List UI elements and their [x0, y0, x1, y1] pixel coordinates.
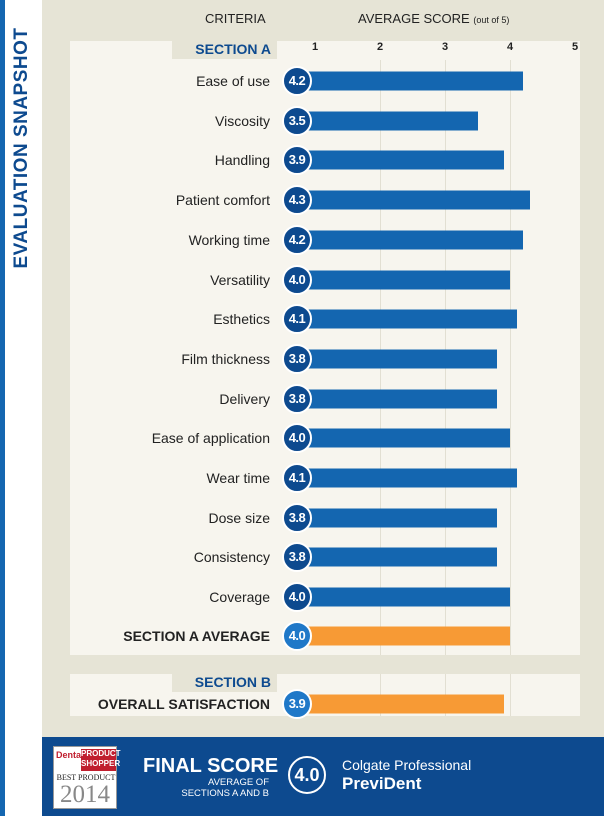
category-label: Handling: [214, 152, 270, 169]
category-label: Versatility: [210, 271, 270, 288]
criteria-header: CRITERIA: [205, 11, 266, 26]
category-label: Dose size: [208, 509, 270, 526]
bar: [305, 468, 517, 488]
value-badge: 4.2: [282, 224, 312, 255]
logo-product-shopper: PRODUCT SHOPPER: [81, 749, 121, 771]
gridline: [510, 674, 511, 716]
bar: [305, 230, 523, 250]
category-label: Wear time: [206, 470, 270, 486]
final-score-badge: 4.0: [288, 756, 326, 794]
score-header: AVERAGE SCORE (out of 5): [358, 11, 509, 26]
value-badge: 3.8: [282, 343, 312, 374]
score-note: (out of 5): [473, 15, 510, 25]
category-label: Ease of use: [196, 73, 270, 89]
final-score-sub2: SECTIONS A AND B: [181, 788, 269, 799]
final-score-subtitle: AVERAGE OF SECTIONS A AND B: [181, 777, 269, 799]
category-label: Working time: [188, 231, 270, 248]
category-label: Film thickness: [181, 350, 270, 367]
value-badge: 4.0: [282, 621, 312, 651]
value-badge: 4.3: [282, 185, 312, 216]
value-badge: 3.9: [282, 145, 312, 176]
tick-label: 5: [571, 41, 579, 53]
value-badge: 3.8: [282, 542, 312, 573]
category-label: Patient comfort: [175, 192, 270, 209]
bar: [305, 190, 530, 210]
section-b-title: SECTION B: [172, 673, 277, 692]
bar: [305, 71, 523, 91]
value-badge: 3.9: [282, 689, 312, 719]
left-edge-bar: [0, 0, 5, 816]
product-brand: Colgate Professional: [342, 757, 472, 773]
value-badge: 3.8: [282, 383, 312, 414]
side-title: EVALUATION SNAPSHOT: [11, 27, 32, 269]
bar: [305, 626, 510, 646]
bar: [305, 270, 510, 289]
category-label: Delivery: [219, 390, 270, 407]
bar: [305, 389, 497, 409]
product-name: PreviDent: [342, 774, 422, 793]
best-product-logo: Dental PRODUCT SHOPPER BEST PRODUCT 2014: [53, 746, 121, 809]
category-label: Viscosity: [215, 112, 270, 129]
tick-label: 4: [506, 41, 514, 53]
value-badge: 3.5: [282, 105, 312, 136]
bar: [305, 587, 510, 607]
logo-brand: Dental: [56, 750, 84, 760]
value-badge: 4.1: [282, 304, 312, 335]
gridline: [510, 60, 511, 655]
bar: [305, 349, 497, 369]
category-label: Esthetics: [213, 311, 270, 328]
score-header-text: AVERAGE SCORE: [358, 11, 470, 26]
tick-label: 2: [376, 41, 384, 53]
bar: [305, 694, 504, 714]
value-badge: 4.0: [282, 264, 312, 295]
bar: [305, 508, 497, 528]
tick-label: 1: [311, 41, 319, 53]
category-label: Consistency: [193, 549, 270, 566]
final-score-label: FINAL SCORE: [143, 755, 279, 777]
section-a-title: SECTION A: [172, 40, 277, 59]
category-label: OVERALL SATISFACTION: [97, 696, 270, 712]
final-score-sub1: AVERAGE OF: [207, 777, 269, 788]
category-label: Coverage: [209, 589, 270, 606]
bar: [305, 547, 497, 567]
logo-year: 2014: [60, 781, 110, 808]
value-badge: 4.0: [282, 423, 312, 454]
value-badge: 4.0: [282, 582, 312, 613]
category-label: Ease of application: [151, 430, 270, 447]
value-badge: 3.8: [282, 502, 312, 533]
value-badge: 4.1: [282, 463, 312, 493]
logo-best-product: BEST PRODUCT: [56, 773, 116, 782]
value-badge: 4.2: [282, 66, 312, 96]
bar: [305, 150, 504, 170]
bar: [305, 428, 510, 448]
category-label: SECTION A AVERAGE: [123, 628, 270, 644]
bar: [305, 309, 517, 329]
bar: [305, 111, 478, 131]
tick-label: 3: [441, 41, 449, 53]
